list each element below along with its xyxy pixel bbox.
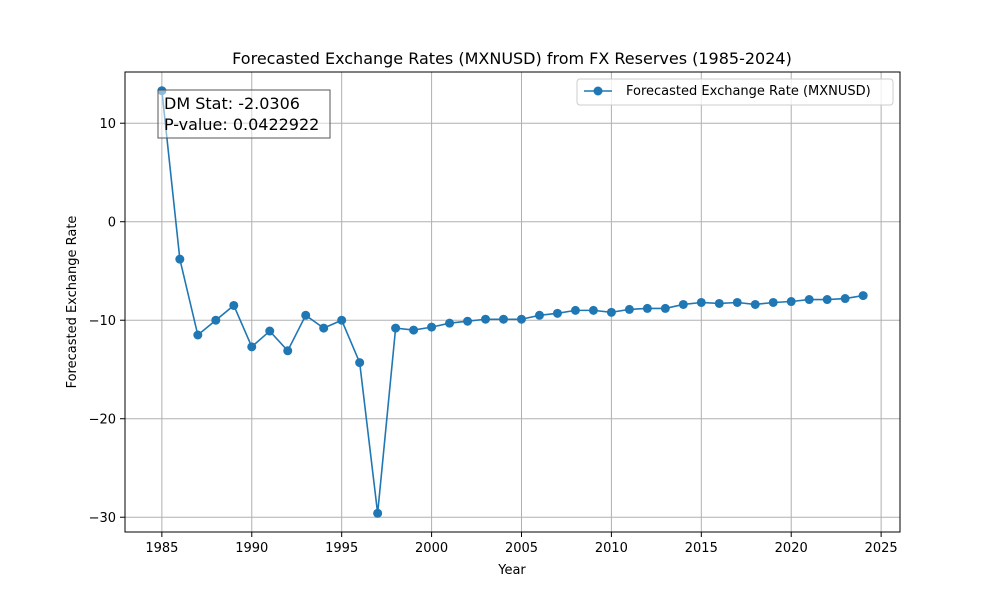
data-point: [606, 307, 616, 317]
stats-annotation-box: [157, 89, 331, 139]
legend-marker-sample: [593, 86, 603, 96]
data-point: [624, 304, 634, 314]
data-point: [337, 315, 347, 325]
data-point: [391, 323, 401, 333]
series-line: [161, 90, 864, 514]
data-point: [822, 295, 832, 305]
y-tick-label: −10: [89, 314, 116, 329]
data-point: [534, 310, 544, 320]
x-tick-label: 2010: [595, 541, 628, 556]
x-tick-label: 2020: [775, 541, 808, 556]
legend-label: Forecasted Exchange Rate (MXNUSD): [626, 84, 871, 99]
x-tick-label: 1995: [325, 541, 358, 556]
dm-stat-text: DM Stat: -2.0306: [164, 94, 300, 113]
data-point: [840, 294, 850, 304]
data-point: [768, 297, 778, 307]
chart-title: Forecasted Exchange Rates (MXNUSD) from …: [232, 49, 792, 68]
plot-frame: [124, 71, 901, 533]
data-point: [552, 308, 562, 318]
x-tick-label: 2005: [505, 541, 538, 556]
data-point: [193, 330, 203, 340]
data-point: [175, 254, 185, 264]
data-point: [786, 297, 796, 307]
data-point: [750, 299, 760, 309]
data-point: [570, 305, 580, 315]
x-axis-ticks: 1985 1990 1995 2000 2005 2010 2015 2020 2025: [145, 532, 898, 556]
data-point: [714, 298, 724, 308]
data-point: [858, 291, 868, 301]
data-point: [660, 303, 670, 313]
data-series: [157, 86, 868, 518]
data-point: [319, 323, 329, 333]
x-tick-label: 1990: [235, 541, 268, 556]
data-point: [355, 358, 365, 368]
grid-lines: [125, 72, 900, 532]
y-axis-label: Forecasted Exchange Rate: [65, 216, 80, 389]
data-point: [463, 316, 473, 326]
data-point: [211, 315, 221, 325]
data-point: [427, 322, 437, 332]
data-point: [678, 299, 688, 309]
y-tick-label: −20: [89, 413, 116, 428]
data-point: [696, 297, 706, 307]
data-point: [373, 508, 383, 518]
data-point: [804, 295, 814, 305]
x-axis-label: Year: [497, 563, 526, 578]
data-point: [732, 297, 742, 307]
y-tick-label: 0: [108, 216, 116, 231]
data-point: [588, 305, 598, 315]
y-axis-ticks: −30 −20 −10 0 10: [89, 117, 125, 526]
data-point: [265, 326, 275, 336]
data-point: [445, 318, 455, 328]
data-point: [301, 310, 311, 320]
p-value-text: P-value: 0.0422922: [164, 115, 319, 134]
data-point: [247, 342, 257, 352]
x-tick-label: 2015: [685, 541, 718, 556]
x-tick-label: 2025: [865, 541, 898, 556]
legend: Forecasted Exchange Rate (MXNUSD): [576, 78, 894, 106]
y-tick-label: 10: [99, 117, 116, 132]
data-point: [409, 325, 419, 335]
data-point: [516, 314, 526, 324]
data-point: [481, 314, 491, 324]
x-tick-label: 2000: [415, 541, 448, 556]
x-tick-label: 1985: [145, 541, 178, 556]
stats-annotation: DM Stat: -2.0306 P-value: 0.0422922: [157, 89, 331, 139]
data-point: [229, 300, 239, 310]
data-point: [283, 346, 293, 356]
data-point: [499, 314, 509, 324]
data-point: [642, 303, 652, 313]
y-tick-label: −30: [89, 511, 116, 526]
legend-box: [576, 78, 894, 106]
